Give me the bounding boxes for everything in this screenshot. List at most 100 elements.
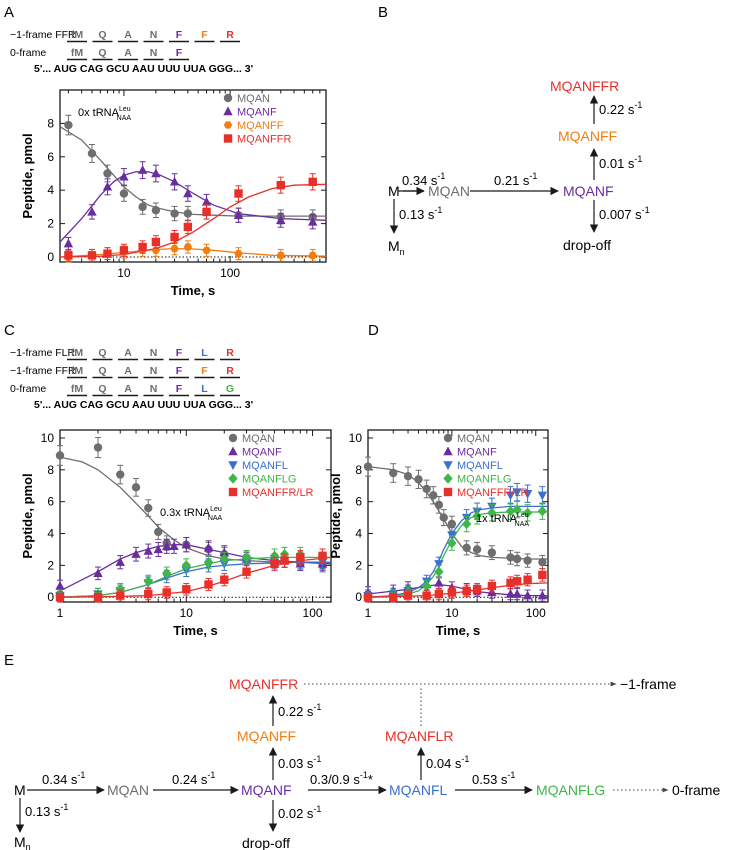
scheme-e-node-zero: 0-frame [672, 782, 720, 798]
seq-a-row-label-1: 0-frame [10, 47, 46, 59]
chart-d-ytick-label: 6 [355, 495, 362, 509]
panel-letter-b: B [378, 4, 388, 21]
chart-c-point-mqanffrlr [55, 593, 65, 602]
chart-d-point-mqanffrlr [538, 570, 547, 580]
chart-c-point-mqanf [115, 557, 125, 566]
chart-c-point-mqanflg [162, 568, 172, 579]
chart-d-point-mqan [487, 548, 497, 557]
seq-c-aa-1-4: F [176, 365, 183, 377]
chart-d-point-mqanflg [434, 566, 444, 577]
seq-a-aa-1-2: A [124, 47, 132, 59]
chart-d-legend-label-0: MQAN [457, 433, 490, 445]
chart-a-point-mqanffr [183, 222, 193, 232]
chart-c-legend-marker-0 [228, 433, 238, 443]
chart-d-point-mqanf [522, 590, 533, 600]
seq-c-aa-2-1: Q [98, 383, 106, 395]
panel-letter-d: D [368, 322, 379, 339]
chart-a-legend-marker-0 [223, 93, 233, 103]
chart-c-xlabel: Time, s [173, 623, 218, 638]
chart-d-point-mqan [363, 462, 373, 471]
chart-panel-d: 1 10 100 0 2 4 6 8 10 Time, s Peptide, pmol MQAN MQA… [328, 429, 549, 638]
seq-a-row-label-0: −1-frame FFR [10, 29, 76, 41]
chart-d-point-mqanf [434, 577, 444, 587]
chart-a-xtick-label: 100 [220, 266, 240, 280]
chart-c-point-mqanf [153, 544, 163, 554]
scheme-e-node-mqanffr: MQANFFR [229, 676, 298, 692]
seq-c-aa-2-0: fM [71, 383, 83, 395]
seq-c-aa-1-3: N [150, 365, 158, 377]
chart-panel-c: 1 10 100 0 2 4 6 8 10 Time, s Peptide, pmol MQAN MQA… [20, 429, 332, 638]
chart-a-point-mqanffr [170, 232, 179, 242]
scheme-e-rate-mqanfl-mqanflr: 0.04 s-1 [426, 754, 469, 771]
seq-a-aa-0-0: fM [71, 29, 83, 41]
chart-d-legend-marker-1 [443, 446, 453, 456]
seq-a-aa-0-2: A [124, 29, 132, 41]
chart-a-point-mqanffr [308, 177, 317, 187]
seq-c-mrna: 5'... AUG CAG GCU AAU UUU UUA GGG... 3' [34, 399, 253, 411]
chart-a-ytick-label: 4 [47, 183, 54, 197]
chart-c-point-mqanf [169, 541, 179, 550]
chart-a-legend-marker-2 [223, 121, 233, 129]
chart-c-ytick-label: 0 [47, 590, 54, 604]
chart-d-point-mqan [439, 513, 448, 522]
scheme-b-rate-m-mqan: 0.34 s-1 [402, 171, 445, 188]
chart-c-legend-label-2: MQANFL [242, 460, 288, 472]
chart-d-ytick-label: 8 [355, 463, 362, 477]
chart-a-point-mqanffr [119, 246, 129, 255]
scheme-b-rate-m-mn: 0.13 s-1 [399, 205, 442, 222]
chart-d-point-mqan [472, 545, 482, 554]
chart-a-point-mqanf [102, 181, 113, 191]
chart-c-legend-marker-3 [228, 473, 238, 484]
seq-a-aa-1-4: F [176, 47, 183, 59]
scheme-e-node-mqanf: MQANF [241, 782, 292, 798]
seq-c-aa-0-2: A [124, 347, 132, 359]
scheme-e-rate-mqanfl-mqanflg: 0.53 s-1 [472, 770, 515, 787]
chart-c-point-mqanflg [181, 560, 191, 571]
chart-d-legend-marker-0 [443, 433, 453, 443]
scheme-e-node-dropoff: drop-off [242, 835, 290, 850]
seq-c-row-label-1: −1-frame FFR [10, 365, 76, 377]
chart-a-point-mqanffr [138, 242, 147, 252]
scheme-b-node-mqanf: MQANF [563, 183, 614, 199]
chart-c-xtick-label: 1 [57, 606, 64, 620]
seq-c-row-label-2: 0-frame [10, 383, 46, 395]
chart-a-ytick-label: 6 [47, 150, 54, 164]
chart-c-point-mqan [93, 443, 103, 452]
chart-a-point-mqanff [308, 251, 317, 259]
chart-c-point-mqanffrlr [162, 588, 171, 597]
scheme-e-node-mqanff: MQANFF [237, 728, 296, 744]
seq-c-aa-2-2: A [124, 383, 132, 395]
seq-c-aa-2-6: G [226, 383, 234, 395]
chart-d-ytick-label: 4 [355, 527, 362, 541]
chart-c-point-mqanffrlr [270, 559, 279, 568]
chart-a-point-mqan [170, 209, 179, 218]
scheme-e-node-mqanflr: MQANFLR [385, 728, 453, 744]
scheme-e-rate-mqanf-mqanfl: 0.3/0.9 s-1* [310, 770, 373, 787]
chart-d-ytick-label: 2 [355, 558, 362, 572]
chart-c-ylabel: Peptide, pmol [20, 473, 35, 558]
scheme-b-rate-mqanf-drop: 0.007 s-1 [599, 205, 650, 222]
scheme-e-rate-mqan-mqanf: 0.24 s-1 [172, 770, 215, 787]
seq-a-aa-0-6: R [226, 29, 234, 41]
chart-d-point-mqanffrlr [506, 578, 515, 588]
chart-c-point-mqanffrlr [93, 593, 103, 602]
chart-d-point-mqanflg [487, 507, 497, 519]
chart-a-point-mqanff [276, 251, 285, 259]
chart-c-point-mqanffrlr [280, 556, 289, 565]
chart-a-point-mqanff [234, 250, 243, 258]
seq-a-aa-0-5: F [201, 29, 208, 41]
chart-c-point-mqanf [55, 581, 65, 590]
chart-d-point-mqanffrlr [472, 585, 482, 594]
chart-d-point-mqan [422, 484, 431, 494]
chart-a-point-mqanffr [202, 207, 211, 217]
seq-c-aa-1-6: R [226, 365, 234, 377]
chart-a-point-mqanf [233, 210, 244, 219]
chart-a-point-mqanf [183, 188, 193, 198]
chart-a-legend-label-1: MQANF [237, 107, 277, 119]
chart-c-xtick-label: 10 [180, 606, 194, 620]
chart-c-condition: 0.3x tRNALeu NAA [160, 506, 223, 522]
chart-d-point-mqanf [537, 590, 548, 600]
chart-c-point-mqanffrlr [296, 553, 305, 562]
scheme-b-rate-mqan-mqanf: 0.21 s-1 [494, 171, 537, 188]
